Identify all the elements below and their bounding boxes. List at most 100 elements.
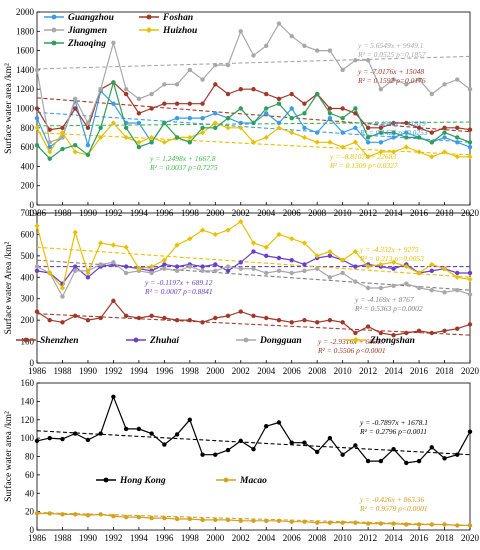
data-point-guangzhou (213, 111, 218, 116)
data-point-zhongshan (301, 240, 308, 246)
data-point-guangzhou (404, 130, 409, 135)
trend-r2-hong-kong: R² = 0.2796 p=0.0011 (359, 427, 427, 436)
data-point-hong-kong (162, 442, 167, 447)
data-point-jiangmen (136, 96, 142, 102)
data-point-hong-kong (276, 420, 282, 425)
legend-marker-macao (223, 477, 229, 483)
y-tick-label: 1200 (16, 84, 35, 94)
data-point-dongguan (302, 268, 307, 274)
data-point-dongguan (416, 285, 422, 291)
data-point-hong-kong (289, 440, 294, 445)
data-point-jiangmen (60, 135, 65, 140)
trend-r2-guangzhou: R² = 0.1426 p=0.0253 (359, 128, 428, 137)
data-point-shenzhen (238, 309, 243, 314)
data-point-zhuhai (34, 268, 40, 274)
y-tick-label: 200 (21, 181, 35, 191)
legend-label-foshan: Foshan (162, 13, 193, 23)
x-tick-label: 2014 (385, 366, 404, 376)
data-point-jiangmen (200, 77, 205, 82)
x-tick-label: 2000 (206, 533, 225, 543)
trend-equation-dongguan: y = -4.169x + 8767 (354, 295, 414, 304)
data-point-shenzhen (276, 317, 282, 323)
x-tick-label: 1994 (130, 533, 149, 543)
x-tick-label: 2014 (385, 533, 404, 543)
data-point-jiangmen (187, 67, 193, 73)
x-tick-label: 2004 (257, 533, 276, 543)
data-point-hong-kong (442, 456, 447, 461)
x-tick-label: 2004 (257, 366, 276, 376)
data-point-shenzhen (60, 320, 65, 325)
legend-marker-shenzhen (23, 337, 29, 343)
x-tick-label: 1986 (28, 533, 47, 543)
trend-equation-huizhou: y = -8.8107x + 22683 (329, 152, 396, 161)
x-tick-label: 2012 (359, 533, 377, 543)
legend-label-shenzhen: Shenzhen (40, 336, 79, 346)
data-point-foshan (73, 106, 78, 111)
data-point-zhaoqing (391, 130, 396, 135)
x-tick-label: 2000 (206, 366, 225, 376)
data-point-jiangmen (365, 58, 371, 63)
data-point-macao (353, 520, 358, 525)
chart-panel-3: 0 20 40 60 80 100 120 140 160 1986 1988 1990 1992 199… (3, 378, 480, 543)
data-point-macao (365, 521, 371, 526)
data-point-guangzhou (276, 120, 282, 126)
data-point-shenzhen (47, 317, 52, 323)
data-point-zhaoqing (314, 91, 320, 97)
data-point-zhaoqing (73, 142, 78, 148)
data-point-zhaoqing (264, 106, 269, 111)
data-point-shenzhen (314, 320, 320, 325)
data-point-jiangmen (353, 58, 358, 63)
data-point-macao (251, 518, 256, 524)
data-point-zhongshan (47, 270, 53, 276)
trend-equation-zhuhai: y = -0.1197x + 689.12 (144, 278, 213, 287)
data-point-dongguan (213, 268, 218, 274)
y-tick-label: 0 (30, 525, 35, 535)
x-tick-label: 1990 (79, 366, 98, 376)
x-tick-label: 2010 (334, 366, 353, 376)
data-point-macao (391, 521, 396, 526)
data-point-dongguan (98, 262, 103, 267)
data-point-huizhou (378, 149, 384, 155)
legend-marker-hong-kong (103, 477, 109, 483)
data-point-huizhou (327, 139, 333, 145)
data-point-macao (416, 522, 422, 527)
data-point-guangzhou (200, 115, 205, 121)
data-point-macao (111, 514, 116, 519)
y-tick-label: 400 (21, 272, 35, 282)
x-tick-label: 2002 (232, 533, 250, 543)
data-point-macao (85, 513, 91, 518)
data-point-jiangmen (123, 87, 129, 92)
data-point-zhuhai (455, 270, 460, 276)
data-point-shenzhen (340, 320, 345, 325)
data-point-zhongshan (352, 248, 358, 255)
y-tick-label: 60 (25, 470, 35, 480)
data-point-zhaoqing (467, 140, 473, 145)
data-point-macao (34, 511, 40, 516)
trend-equation-foshan: y = -7.0176x + 15048 (357, 67, 424, 76)
data-point-jiangmen (340, 67, 345, 73)
data-point-macao (378, 521, 384, 526)
data-point-zhongshan (365, 263, 371, 270)
data-point-dongguan (353, 279, 358, 284)
data-point-dongguan (174, 268, 180, 274)
legend-label-zhuhai: Zhuhai (149, 336, 179, 346)
y-tick-label: 800 (21, 123, 35, 133)
data-point-shenzhen (174, 317, 180, 323)
data-point-shenzhen (85, 317, 91, 323)
y-tick-label: 0 (30, 358, 35, 368)
trend-line-zhongshan (36, 246, 471, 278)
data-point-jiangmen (251, 53, 256, 58)
data-point-jiangmen (47, 140, 52, 145)
data-point-shenzhen (302, 317, 307, 323)
data-point-macao (276, 518, 282, 524)
data-point-zhongshan (149, 263, 155, 270)
data-point-hong-kong (85, 437, 91, 443)
data-point-huizhou (47, 149, 53, 155)
data-point-dongguan (442, 290, 447, 295)
data-point-huizhou (149, 134, 155, 141)
legend-label-dongguan: Dongguan (259, 336, 302, 346)
trend-r2-zhongshan: R² = 0.213 p=0.0053 (359, 254, 424, 263)
data-point-dongguan (200, 268, 205, 274)
data-point-hong-kong (149, 431, 154, 436)
chart-panel-1: 0200400600800100012001400160018002000198… (3, 7, 480, 218)
